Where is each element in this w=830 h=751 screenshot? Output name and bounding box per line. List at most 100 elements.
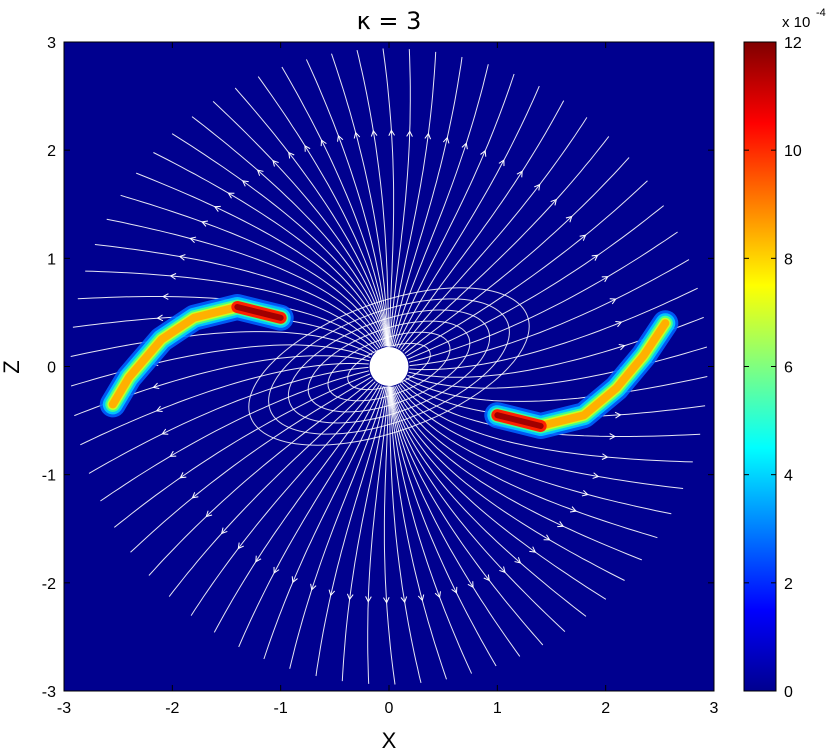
streamline (394, 385, 658, 539)
streamline-arrow (337, 134, 344, 142)
streamline (88, 366, 369, 474)
colorbar-tick-label: 10 (784, 143, 802, 160)
colorbar-multiplier: x 10 (782, 14, 810, 31)
streamline-arrow (601, 453, 609, 460)
y-tick-label: 1 (47, 251, 56, 268)
streamline (389, 386, 447, 680)
streamline-arrow (451, 586, 458, 594)
streamline (407, 205, 665, 360)
x-axis-label: X (382, 728, 397, 751)
streamline-arrow (273, 566, 280, 574)
streamline (402, 136, 610, 352)
streamline-arrow (569, 506, 577, 513)
streamline (315, 386, 387, 677)
streamline-arrow (592, 472, 600, 479)
streamline (404, 157, 630, 354)
streamline (113, 373, 371, 528)
colorbar-tick-label: 8 (784, 251, 793, 268)
streamline-arrow (516, 170, 523, 178)
streamline (367, 386, 389, 684)
streamline-arrow (346, 593, 354, 601)
streamline (389, 386, 497, 667)
streamline (405, 376, 708, 402)
streamline (213, 384, 380, 633)
streamline (190, 383, 378, 616)
streamline (409, 259, 690, 367)
density-peak-core (234, 304, 284, 321)
streamline-arrow (291, 576, 298, 584)
streamline (356, 49, 390, 347)
streamline (395, 385, 672, 515)
x-tick-label: -2 (165, 700, 179, 717)
streamline-arrow (609, 298, 617, 305)
y-tick-label: -2 (42, 576, 56, 593)
streamline-arrow (255, 555, 262, 563)
streamline-arrow (534, 183, 541, 191)
streamline-arrow (155, 405, 163, 413)
streamline-arrow (169, 273, 177, 280)
streamline-arrow (609, 433, 616, 440)
density-arcs (99, 294, 679, 439)
streamline-arrow (557, 521, 565, 528)
x-tick-label: -1 (274, 700, 288, 717)
streamline (391, 386, 625, 581)
streamline (397, 384, 684, 489)
streamline (263, 386, 384, 660)
streamline (391, 386, 607, 600)
x-axis-ticks: -3 -2 -1 0 1 2 3 (57, 42, 719, 717)
streamline (70, 331, 373, 357)
streamline (396, 85, 540, 348)
density-peak-core (494, 412, 544, 429)
streamline-arrow (514, 557, 522, 564)
x-tick-label: 0 (385, 700, 394, 717)
streamline (94, 244, 381, 349)
streamline (331, 53, 389, 347)
streamline-arrow (178, 254, 186, 261)
streamline (382, 48, 395, 347)
streamline (407, 346, 708, 389)
streamline (391, 56, 463, 347)
streamline-loop (268, 298, 510, 435)
streamline-arrow (213, 205, 221, 212)
streamline (136, 172, 386, 347)
streamline-arrow (152, 382, 160, 390)
streamline-arrow (442, 136, 450, 144)
colorbar-tick-label: 0 (784, 684, 793, 701)
streamline (106, 218, 383, 348)
streamline-loop (287, 309, 491, 424)
streamline-arrow (201, 220, 209, 227)
streamline (408, 231, 678, 363)
streamline (390, 51, 437, 347)
streamline (389, 386, 473, 674)
streamline-arrow (579, 234, 587, 241)
streamline-loop (248, 287, 530, 446)
streamline-arrow (565, 215, 573, 223)
streamline-arrow (288, 151, 295, 159)
streamline-arrow (328, 589, 336, 597)
y-axis-label: Z (0, 360, 24, 373)
streamline-arrow (189, 236, 197, 243)
streamline-arrow (434, 591, 441, 599)
chart-title: κ = 3 (357, 7, 422, 35)
x-tick-label: 3 (710, 700, 719, 717)
streamline (130, 376, 372, 553)
streamline-arrow (191, 492, 199, 499)
streamline-arrow (365, 596, 372, 603)
streamline-arrow (304, 144, 311, 152)
colorbar-tick-label: 4 (784, 468, 793, 485)
streamline (238, 385, 382, 648)
colorbar-tick-label: 2 (784, 576, 793, 593)
streamline (389, 386, 521, 657)
streamline (281, 66, 389, 347)
streamline-arrow (161, 428, 169, 435)
streamline (392, 64, 489, 347)
streamline (390, 386, 587, 617)
streamline-arrow (237, 542, 244, 550)
streamline-arrow (498, 159, 505, 167)
streamline (388, 386, 422, 684)
streamline (409, 287, 698, 371)
colorbar-tick-label: 12 (784, 35, 802, 52)
streamline-arrow (256, 169, 264, 176)
colorbar-ticks: 0 2 4 6 8 10 12 (744, 35, 802, 701)
